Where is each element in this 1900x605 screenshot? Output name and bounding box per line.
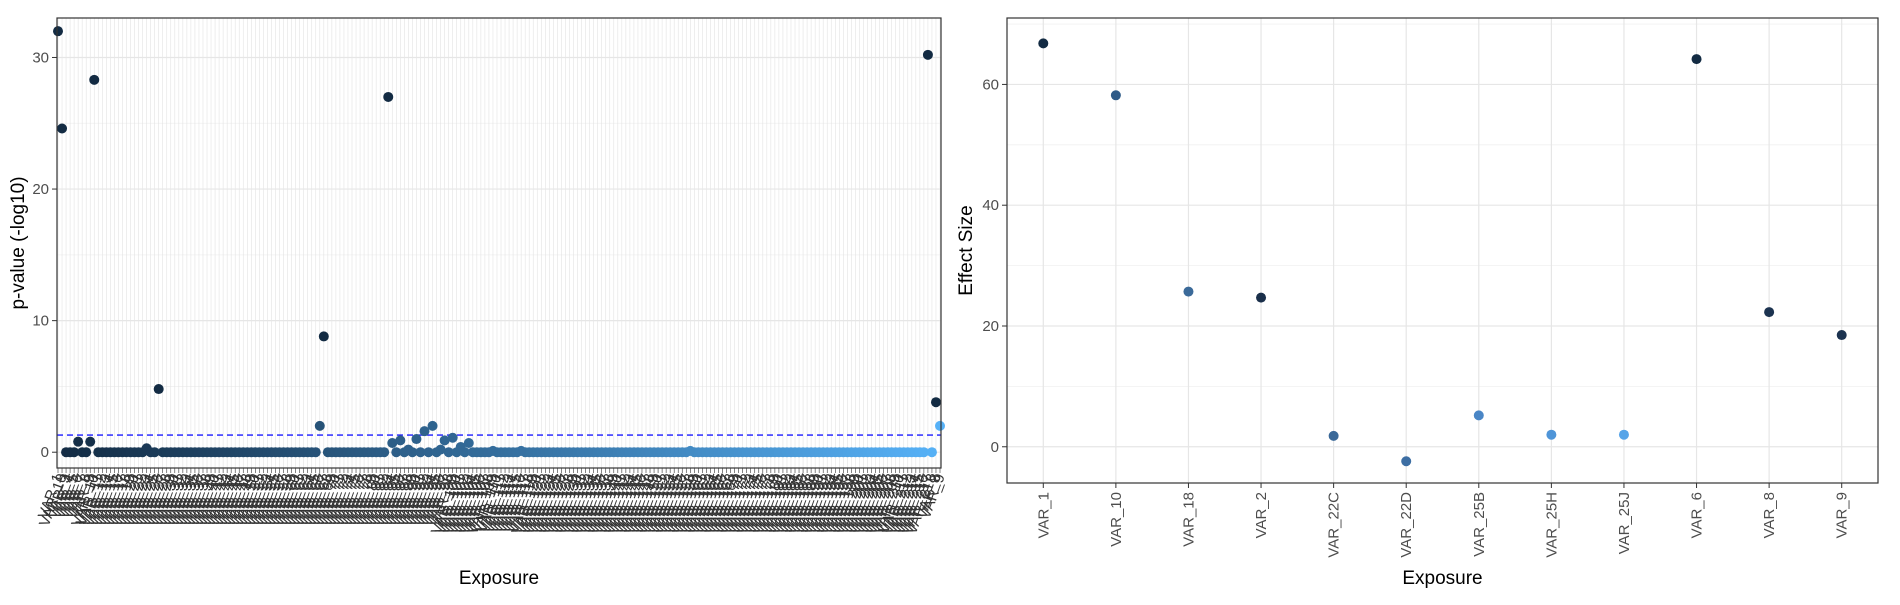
y-tick-label: 20 [32, 181, 49, 198]
data-point [57, 123, 68, 134]
data-point-var-18 [1183, 286, 1194, 297]
y-tick-label: 20 [982, 318, 999, 335]
data-point-var-9 [1836, 330, 1847, 341]
y-axis-title: Effect Size [956, 205, 977, 295]
data-point [314, 420, 325, 431]
data-point [379, 447, 390, 458]
data-point [69, 447, 80, 458]
data-point [89, 74, 100, 85]
panel-effect-size: 0 20 40 60 VAR_1 VAR_10 VAR_18 VAR_2 VAR_22C VAR_… [956, 17, 1879, 589]
data-point [447, 432, 458, 443]
data-point [443, 447, 454, 458]
data-point-var-8 [1764, 307, 1775, 318]
y-tick-label: 10 [32, 313, 49, 330]
x-tick-label: VAR_8 [1761, 492, 1778, 538]
data-point [141, 443, 152, 454]
y-tick-label: 0 [991, 439, 999, 456]
y-tick-label: 30 [32, 49, 49, 66]
data-point-var-22d [1401, 456, 1412, 467]
x-tick-label: VAR_18 [1180, 492, 1197, 547]
x-axis-title: Exposure [1402, 568, 1482, 589]
data-point-var-25h [1546, 429, 1557, 440]
data-point [318, 331, 329, 342]
data-point [922, 49, 933, 60]
x-tick-label: VAR_25B [1471, 492, 1488, 557]
data-point [85, 436, 96, 447]
y-tick-label: 0 [41, 444, 49, 461]
y-tick-label: 60 [982, 76, 999, 93]
y-tick-label: 40 [982, 197, 999, 214]
data-point [926, 447, 937, 458]
data-point [439, 435, 450, 446]
data-point [685, 445, 696, 456]
data-point [487, 445, 498, 456]
data-point [455, 441, 466, 452]
data-point [516, 445, 527, 456]
x-tick-label: VAR_6 [1689, 492, 1706, 538]
data-point-var-25b [1473, 410, 1484, 421]
data-point-var-1 [1038, 38, 1049, 49]
data-point [463, 438, 474, 448]
x-tick-label: VAR_22D [1398, 492, 1415, 558]
data-point [415, 447, 426, 458]
data-point [918, 447, 929, 458]
data-point [310, 447, 321, 458]
data-point [935, 420, 945, 431]
data-point [153, 384, 164, 395]
data-point [403, 444, 414, 455]
panel-border [56, 17, 942, 469]
data-point [423, 447, 434, 458]
x-axis-title: Exposure [459, 568, 539, 589]
plot-area [57, 18, 941, 468]
panel-border [1006, 17, 1879, 484]
data-point [81, 447, 92, 458]
plot-area [1007, 18, 1878, 483]
data-point [73, 436, 84, 447]
x-tick-label: VAR_9 [1834, 492, 1851, 538]
data-point-var-10 [1110, 90, 1121, 101]
data-point-var-2 [1256, 292, 1267, 303]
data-point [383, 91, 394, 102]
data-point [387, 438, 398, 448]
x-tick-label: VAR_22C [1326, 492, 1343, 558]
data-point [930, 397, 941, 408]
x-tick-label: VAR_2 [1253, 492, 1270, 538]
y-axis-title: p-value (-log10) [8, 176, 29, 309]
data-point [149, 447, 160, 458]
data-point-var-6 [1691, 54, 1702, 65]
data-point [391, 447, 402, 458]
x-tick-label: VAR_25H [1543, 492, 1560, 558]
data-point [427, 420, 438, 431]
x-tick-label: VAR_1 [1035, 492, 1052, 538]
panel-pvalue: 0102030VAR_1VAR_10VAR_3VAR_4VAR_5VAR_6VA… [8, 17, 949, 589]
data-point [411, 434, 422, 445]
data-point [395, 435, 406, 446]
x-tick-label: VAR_10 [1108, 492, 1125, 547]
data-point-var-22c [1328, 430, 1339, 441]
data-point [435, 444, 446, 455]
data-point [53, 26, 63, 37]
x-tick-label: VAR_25J [1616, 492, 1633, 554]
data-point [419, 426, 430, 437]
data-point-var-25j [1618, 429, 1629, 440]
